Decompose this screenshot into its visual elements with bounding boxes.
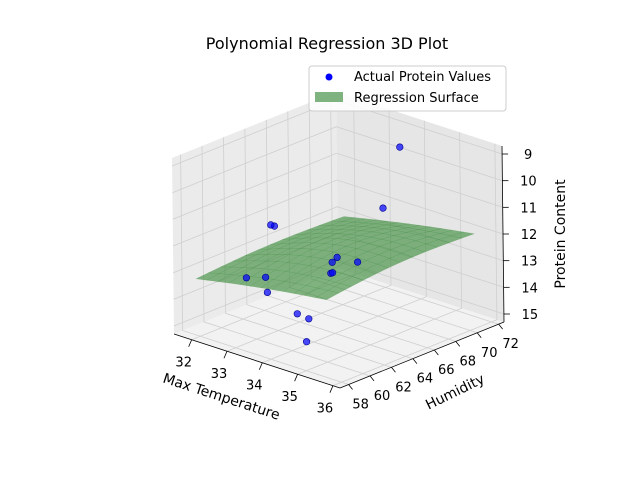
x-tick (258, 362, 263, 370)
z-tick-label: 13 (521, 255, 538, 270)
y-tick-label: 64 (417, 372, 434, 387)
data-point (328, 258, 336, 266)
grid-line-y (180, 154, 349, 385)
z-tick-label: 15 (522, 308, 539, 323)
data-point (354, 258, 362, 266)
x-tick-label: 34 (246, 379, 263, 394)
grid-line-y (265, 119, 435, 351)
data-point (263, 288, 272, 297)
y-tick (476, 332, 482, 339)
legend-marker-points (325, 73, 333, 81)
data-point (305, 315, 313, 323)
x-tick (329, 385, 334, 393)
data-point (267, 221, 275, 229)
y-tick (391, 367, 396, 373)
z-tick-label: 11 (520, 201, 537, 216)
data-point (242, 274, 250, 282)
x-tick (294, 374, 298, 382)
legend-label-points: Actual Protein Values (354, 70, 491, 85)
grid-line-y (244, 128, 414, 360)
x-tick-label: 36 (317, 402, 334, 417)
data-points (242, 143, 404, 346)
axes: 32 33 34 35 36 58 60 62 64 66 68 70 72 9 10 11 12 13 14 15 (173, 145, 539, 417)
grid-line-z (172, 126, 503, 194)
floor-pane (174, 268, 504, 388)
data-point (396, 143, 404, 151)
x-tick (223, 351, 228, 359)
data-point (262, 273, 270, 281)
grid-line-x (226, 109, 392, 352)
surface-patch (451, 231, 475, 239)
y-tick-label: 62 (395, 380, 412, 395)
grid-line-x (297, 132, 463, 375)
y-tick (455, 341, 461, 347)
grid-line-y (201, 145, 371, 377)
chart-title: Polynomial Regression 3D Plot (206, 34, 448, 53)
x-tick (188, 339, 193, 347)
grid-line-z (172, 179, 504, 247)
z-axis-label: Protein Content (553, 179, 569, 289)
data-point (303, 338, 311, 346)
y-tick-label: 70 (481, 346, 498, 361)
y-tick-label: 66 (438, 363, 455, 378)
y-tick (412, 358, 418, 364)
legend: Actual Protein Values Regression Surface (308, 65, 507, 112)
grid-line-x (332, 143, 498, 387)
data-point (293, 310, 301, 318)
y-tick-label: 60 (374, 389, 391, 404)
z-tick-label: 9 (524, 148, 532, 163)
legend-box (308, 65, 507, 112)
legend-marker-surface (315, 92, 343, 102)
y-tick-label: 58 (352, 398, 369, 413)
x-tick-label: 33 (211, 367, 228, 382)
data-point (379, 204, 387, 212)
y-tick (369, 375, 375, 382)
data-point (333, 253, 341, 261)
z-tick-label: 10 (520, 175, 537, 190)
regression-surface (195, 216, 475, 301)
y-tick (348, 384, 353, 390)
y-tick (498, 323, 503, 330)
y-tick-label: 72 (502, 337, 519, 352)
legend-label-surface: Regression Surface (354, 91, 479, 106)
x-tick-label: 32 (175, 356, 192, 371)
y-tick-label: 68 (460, 354, 477, 369)
z-tick-label: 12 (521, 228, 538, 243)
x-axis-line (173, 333, 341, 389)
z-tick-label: 14 (521, 281, 538, 296)
y-tick (434, 349, 439, 356)
grid-line-x (262, 120, 427, 364)
y-axis-line (339, 321, 505, 389)
x-tick-label: 35 (281, 390, 298, 405)
grid-line-y (223, 137, 392, 368)
grid-line-z (172, 152, 503, 220)
data-point (329, 269, 337, 277)
